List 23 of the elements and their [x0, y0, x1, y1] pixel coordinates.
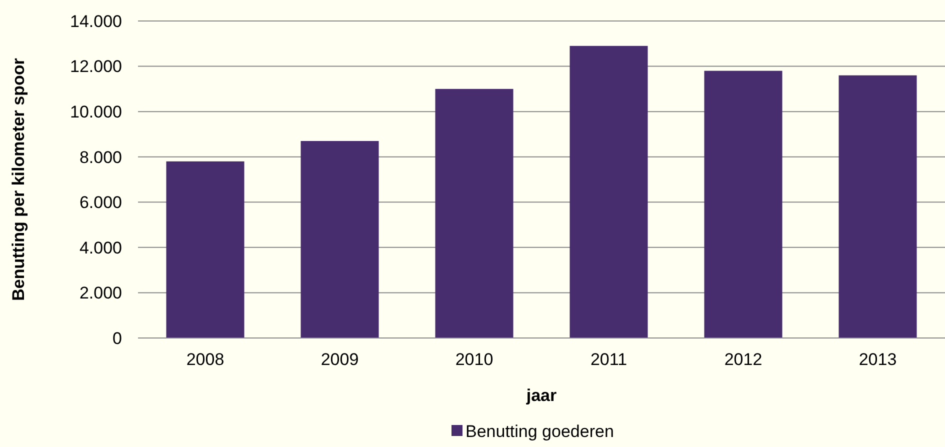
y-tick-label: 10.000 [70, 102, 122, 122]
bar [300, 141, 379, 338]
x-tick-label: 2013 [858, 350, 897, 369]
x-axis-title: jaar [525, 386, 558, 405]
bar [570, 46, 648, 338]
x-tick-label: 2008 [186, 350, 224, 369]
x-tick-label: 2012 [724, 350, 762, 369]
x-tick-label: 2011 [590, 350, 628, 369]
y-axis-title: Benutting per kilometer spoor [9, 58, 28, 301]
legend-label: Benutting goederen [466, 422, 614, 441]
x-tick-label: 2010 [455, 350, 494, 369]
bar [435, 88, 514, 338]
bar [838, 75, 917, 338]
x-tick-label: 2009 [320, 350, 359, 369]
y-tick-label: 8.000 [79, 148, 122, 167]
y-tick-label: 4.000 [79, 238, 122, 258]
y-tick-label: 0 [112, 328, 122, 348]
bar [704, 70, 782, 338]
y-tick-label: 14.000 [70, 12, 122, 31]
bar [166, 161, 244, 338]
y-tick-label: 2.000 [79, 284, 122, 303]
y-tick-label: 12.000 [70, 57, 122, 76]
y-tick-label: 6.000 [79, 193, 122, 212]
